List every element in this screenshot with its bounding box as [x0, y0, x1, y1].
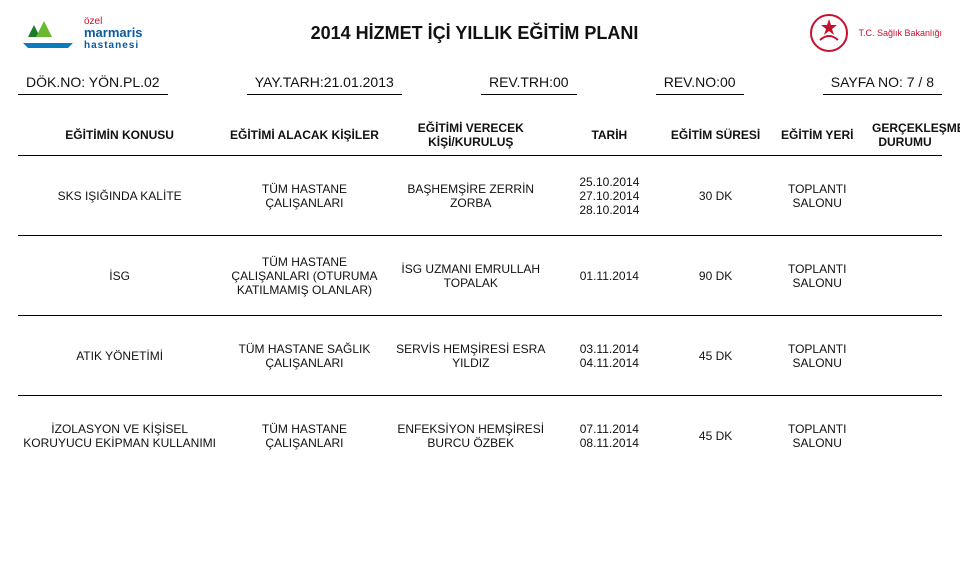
- cell-veren: SERVİS HEMŞİRESİ ESRA YILDIZ: [388, 316, 554, 396]
- cell-konu: İZOLASYON VE KİŞİSEL KORUYUCU EKİPMAN KU…: [18, 396, 221, 476]
- meta-rev-no: REV.NO:00: [656, 70, 744, 95]
- col-header: EĞİTİMİ ALACAK KİŞİLER: [221, 115, 387, 156]
- cell-sure: 90 DK: [665, 236, 767, 316]
- meta-spacer: [402, 70, 481, 95]
- col-header: EĞİTİM SÜRESİ: [665, 115, 767, 156]
- meta-spacer: [577, 70, 656, 95]
- hospital-logo-line2: hastanesi: [84, 40, 143, 51]
- cell-tarih: 07.11.2014 08.11.2014: [554, 396, 665, 476]
- cell-veren: BAŞHEMŞİRE ZERRİN ZORBA: [388, 156, 554, 236]
- meta-sayfa-no: SAYFA NO: 7 / 8: [823, 70, 942, 95]
- training-table: EĞİTİMİN KONUSU EĞİTİMİ ALACAK KİŞİLER E…: [18, 115, 942, 476]
- cell-veren: İSG UZMANI EMRULLAH TOPALAK: [388, 236, 554, 316]
- page: özel marmaris hastanesi 2014 HİZMET İÇİ …: [0, 0, 960, 568]
- meta-row: DÖK.NO: YÖN.PL.02 YAY.TARH:21.01.2013 RE…: [18, 70, 942, 95]
- table-row: ATIK YÖNETİMİ TÜM HASTANE SAĞLIK ÇALIŞAN…: [18, 316, 942, 396]
- col-header: GERÇEKLEŞME DURUMU: [868, 115, 942, 156]
- table-row: SKS IŞIĞINDA KALİTE TÜM HASTANE ÇALIŞANL…: [18, 156, 942, 236]
- cell-sure: 45 DK: [665, 396, 767, 476]
- cell-yer: TOPLANTI SALONU: [766, 396, 868, 476]
- cell-yer: TOPLANTI SALONU: [766, 236, 868, 316]
- hospital-logo-text: özel marmaris hastanesi: [84, 16, 143, 51]
- cell-durum: [868, 316, 942, 396]
- cell-kisiler: TÜM HASTANE ÇALIŞANLARI (OTURUMA KATILMA…: [221, 236, 387, 316]
- cell-konu: ATIK YÖNETİMİ: [18, 316, 221, 396]
- col-header: EĞİTİMİ VERECEK KİŞİ/KURULUŞ: [388, 115, 554, 156]
- page-title: 2014 HİZMET İÇİ YILLIK EĞİTİM PLANI: [143, 23, 807, 44]
- cell-kisiler: TÜM HASTANE ÇALIŞANLARI: [221, 396, 387, 476]
- cell-durum: [868, 156, 942, 236]
- meta-yay-tarh: YAY.TARH:21.01.2013: [247, 70, 402, 95]
- table-row: İZOLASYON VE KİŞİSEL KORUYUCU EKİPMAN KU…: [18, 396, 942, 476]
- cell-durum: [868, 396, 942, 476]
- cell-yer: TOPLANTI SALONU: [766, 316, 868, 396]
- meta-rev-trh: REV.TRH:00: [481, 70, 577, 95]
- table-row: İSG TÜM HASTANE ÇALIŞANLARI (OTURUMA KAT…: [18, 236, 942, 316]
- ministry-logo-text: T.C. Sağlık Bakanlığı: [858, 28, 942, 38]
- cell-kisiler: TÜM HASTANE ÇALIŞANLARI: [221, 156, 387, 236]
- table-header-row: EĞİTİMİN KONUSU EĞİTİMİ ALACAK KİŞİLER E…: [18, 115, 942, 156]
- ministry-logo-icon: [806, 10, 852, 56]
- cell-sure: 45 DK: [665, 316, 767, 396]
- cell-tarih: 25.10.2014 27.10.2014 28.10.2014: [554, 156, 665, 236]
- hospital-logo: özel marmaris hastanesi: [18, 15, 143, 51]
- cell-kisiler: TÜM HASTANE SAĞLIK ÇALIŞANLARI: [221, 316, 387, 396]
- cell-durum: [868, 236, 942, 316]
- cell-sure: 30 DK: [665, 156, 767, 236]
- col-header: TARİH: [554, 115, 665, 156]
- cell-tarih: 03.11.2014 04.11.2014: [554, 316, 665, 396]
- cell-tarih: 01.11.2014: [554, 236, 665, 316]
- col-header: EĞİTİMİN KONUSU: [18, 115, 221, 156]
- marmaris-logo-icon: [18, 15, 78, 51]
- cell-veren: ENFEKSİYON HEMŞİRESİ BURCU ÖZBEK: [388, 396, 554, 476]
- ministry-logo: T.C. Sağlık Bakanlığı: [806, 10, 942, 56]
- meta-spacer: [744, 70, 823, 95]
- meta-dok-no: DÖK.NO: YÖN.PL.02: [18, 70, 168, 95]
- cell-yer: TOPLANTI SALONU: [766, 156, 868, 236]
- col-header: EĞİTİM YERİ: [766, 115, 868, 156]
- page-header: özel marmaris hastanesi 2014 HİZMET İÇİ …: [18, 10, 942, 56]
- hospital-logo-line1: marmaris: [84, 25, 143, 40]
- cell-konu: SKS IŞIĞINDA KALİTE: [18, 156, 221, 236]
- cell-konu: İSG: [18, 236, 221, 316]
- meta-spacer: [168, 70, 247, 95]
